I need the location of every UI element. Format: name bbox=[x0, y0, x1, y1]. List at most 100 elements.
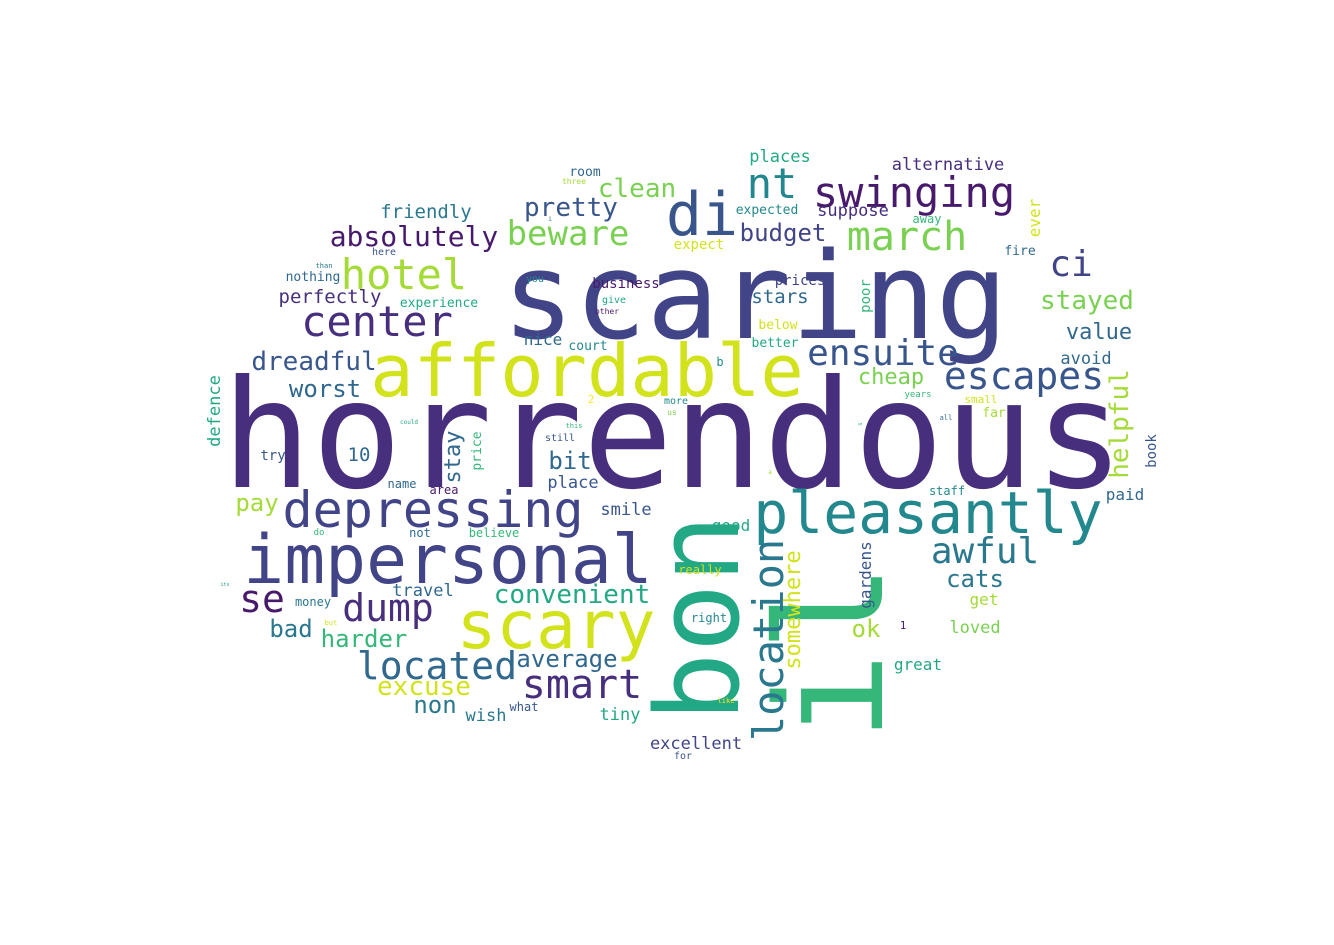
cloud-word: i bbox=[548, 216, 552, 223]
cloud-word: loved bbox=[949, 618, 1000, 638]
cloud-word: stayed bbox=[1040, 286, 1134, 316]
cloud-word: book bbox=[1144, 434, 1160, 468]
cloud-word: gardens bbox=[856, 541, 875, 608]
cloud-word: cheap bbox=[858, 365, 924, 390]
cloud-word: this bbox=[566, 422, 583, 430]
cloud-word: excellent bbox=[650, 734, 742, 754]
cloud-word: prices bbox=[775, 273, 826, 289]
cloud-word: stay bbox=[441, 431, 466, 484]
cloud-word: travel bbox=[392, 581, 453, 601]
cloud-word: smart bbox=[522, 662, 642, 708]
cloud-word: perfectly bbox=[279, 286, 382, 308]
cloud-word: than bbox=[316, 262, 333, 270]
cloud-word: staff bbox=[929, 484, 965, 498]
cloud-word: nice bbox=[524, 330, 563, 349]
cloud-word: dreadful bbox=[251, 347, 376, 377]
cloud-word: good bbox=[712, 516, 751, 535]
cloud-word: dump bbox=[342, 586, 434, 630]
cloud-word: defence bbox=[205, 375, 225, 447]
cloud-word: cats bbox=[946, 565, 1004, 593]
cloud-word: paid bbox=[1106, 485, 1145, 504]
cloud-word: budget bbox=[740, 219, 827, 247]
cloud-word: swinging bbox=[813, 168, 1015, 217]
cloud-word: friendly bbox=[380, 201, 472, 223]
cloud-word: b bbox=[716, 355, 723, 369]
cloud-word: get bbox=[970, 590, 999, 609]
cloud-word: somewhere bbox=[781, 550, 806, 669]
cloud-word: far bbox=[982, 406, 1006, 421]
cloud-word: absolutely bbox=[330, 220, 499, 253]
cloud-word: bit bbox=[548, 447, 591, 475]
cloud-word: places bbox=[749, 147, 810, 167]
cloud-word: affordable bbox=[370, 329, 803, 413]
cloud-word: se bbox=[239, 577, 285, 621]
cloud-word: room bbox=[569, 165, 600, 180]
cloud-word: bad bbox=[269, 615, 312, 643]
cloud-word: could bbox=[400, 419, 418, 426]
cloud-word: s bbox=[857, 422, 864, 426]
cloud-word: escapes bbox=[944, 354, 1104, 398]
cloud-word: average bbox=[516, 645, 617, 673]
cloud-word: tiny bbox=[600, 705, 641, 725]
cloud-word: three bbox=[562, 177, 586, 186]
cloud-word: avoid bbox=[1060, 349, 1111, 369]
cloud-word: clean bbox=[598, 174, 676, 204]
cloud-word: ensuite bbox=[807, 333, 959, 374]
cloud-word: convenient bbox=[494, 580, 651, 610]
cloud-word: believe bbox=[469, 526, 520, 540]
cloud-word: harder bbox=[321, 625, 408, 653]
cloud-word: horrendous bbox=[221, 349, 1124, 523]
cloud-word: nt bbox=[747, 159, 798, 208]
cloud-word: impersonal bbox=[243, 521, 652, 600]
cloud-word: il bbox=[745, 563, 917, 741]
cloud-word: suppose bbox=[817, 201, 889, 221]
cloud-word: wish bbox=[466, 706, 507, 726]
cloud-word: away bbox=[913, 212, 942, 226]
cloud-word: pretty bbox=[524, 193, 618, 223]
cloud-word: ok bbox=[852, 615, 881, 643]
cloud-word: right bbox=[691, 611, 727, 625]
cloud-word: fire bbox=[1004, 244, 1035, 259]
cloud-word: give bbox=[602, 295, 626, 306]
cloud-word: smile bbox=[600, 500, 651, 520]
cloud-word: small bbox=[964, 393, 997, 406]
cloud-word: all bbox=[940, 414, 953, 422]
cloud-word: bon bbox=[632, 514, 766, 722]
cloud-word: more bbox=[664, 396, 688, 407]
cloud-word: other bbox=[595, 307, 619, 316]
cloud-word: scaring bbox=[502, 228, 1008, 367]
cloud-word: 1 bbox=[900, 619, 907, 632]
cloud-word: you bbox=[526, 274, 544, 285]
cloud-word: but bbox=[325, 619, 338, 627]
cloud-word: better bbox=[752, 336, 799, 351]
cloud-word: value bbox=[1066, 320, 1132, 345]
cloud-word: below bbox=[758, 318, 797, 333]
cloud-word: excuse bbox=[377, 672, 471, 702]
cloud-word: here bbox=[372, 247, 396, 258]
cloud-word: location bbox=[744, 539, 793, 741]
cloud-word: try bbox=[260, 448, 285, 464]
cloud-word: like bbox=[718, 697, 735, 705]
cloud-word: price bbox=[470, 431, 485, 470]
cloud-word: worst bbox=[289, 375, 361, 403]
cloud-word: di bbox=[666, 180, 738, 250]
cloud-word: for bbox=[674, 751, 692, 762]
cloud-word: expected bbox=[736, 203, 799, 218]
cloud-word: ci bbox=[1049, 244, 1092, 285]
cloud-word: its bbox=[220, 582, 229, 588]
cloud-word: 2 bbox=[588, 393, 595, 406]
cloud-word: alternative bbox=[892, 155, 1005, 175]
cloud-word: court bbox=[568, 339, 607, 354]
cloud-word: us bbox=[667, 408, 677, 417]
cloud-word: helpful bbox=[1105, 369, 1135, 479]
cloud-word: hotel bbox=[341, 250, 467, 299]
cloud-word: great bbox=[894, 655, 942, 674]
cloud-word: what bbox=[510, 700, 539, 714]
cloud-word: depressing bbox=[282, 481, 583, 539]
cloud-word: business bbox=[592, 276, 659, 292]
cloud-word: ever bbox=[1025, 198, 1044, 237]
cloud-word: years bbox=[904, 390, 931, 400]
cloud-word: non bbox=[413, 691, 456, 719]
cloud-word: awful bbox=[931, 531, 1039, 572]
